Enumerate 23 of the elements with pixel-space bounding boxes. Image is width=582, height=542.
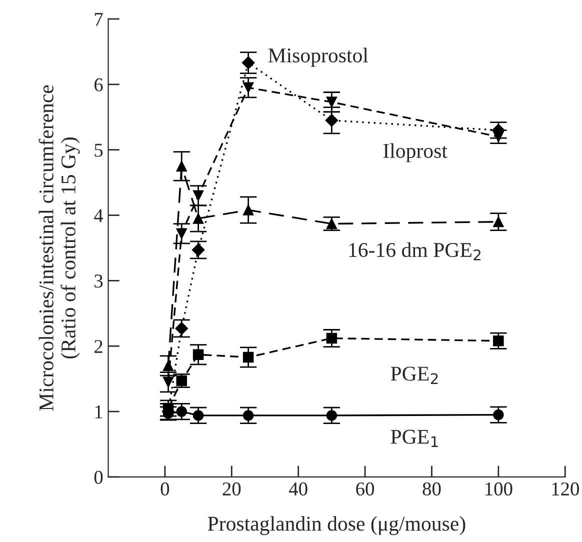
x-tick-label: 100 [486,482,512,496]
y-tick-label: 6 [94,78,103,92]
series-label: PGE$_{2}$ [390,366,438,384]
y-tick-label: 4 [94,209,104,222]
series-label: Iloprost [383,143,448,162]
series-label: PGE$_{1}$ [390,430,438,448]
series-label: 16-16 dm PGE$_{2}$ [349,242,480,260]
x-tick-label: 20 [222,482,241,496]
y-tick-label: 5 [94,144,103,157]
y-tick-label: 0 [94,470,103,484]
x-tick-label: 60 [356,482,374,496]
x-axis-title: Prostaglandin dose (μg/mouse) [208,516,466,536]
x-tick-label: 120 [552,482,579,496]
y-axis-title: Microcolonies/intestinal circumference (Ratio of control at 15 Gy) [38,85,80,411]
y-tick-label: 7 [94,12,103,26]
y-tick-label: 1 [95,405,102,418]
y-tick-label: 2 [94,340,102,353]
y-tick-label: 3 [94,274,103,288]
x-tick-label: 40 [288,482,308,496]
series-label: Misoprostol [268,48,368,67]
point [493,335,504,346]
x-tick-label: 80 [422,482,441,496]
x-tick-label: 0 [160,482,170,496]
